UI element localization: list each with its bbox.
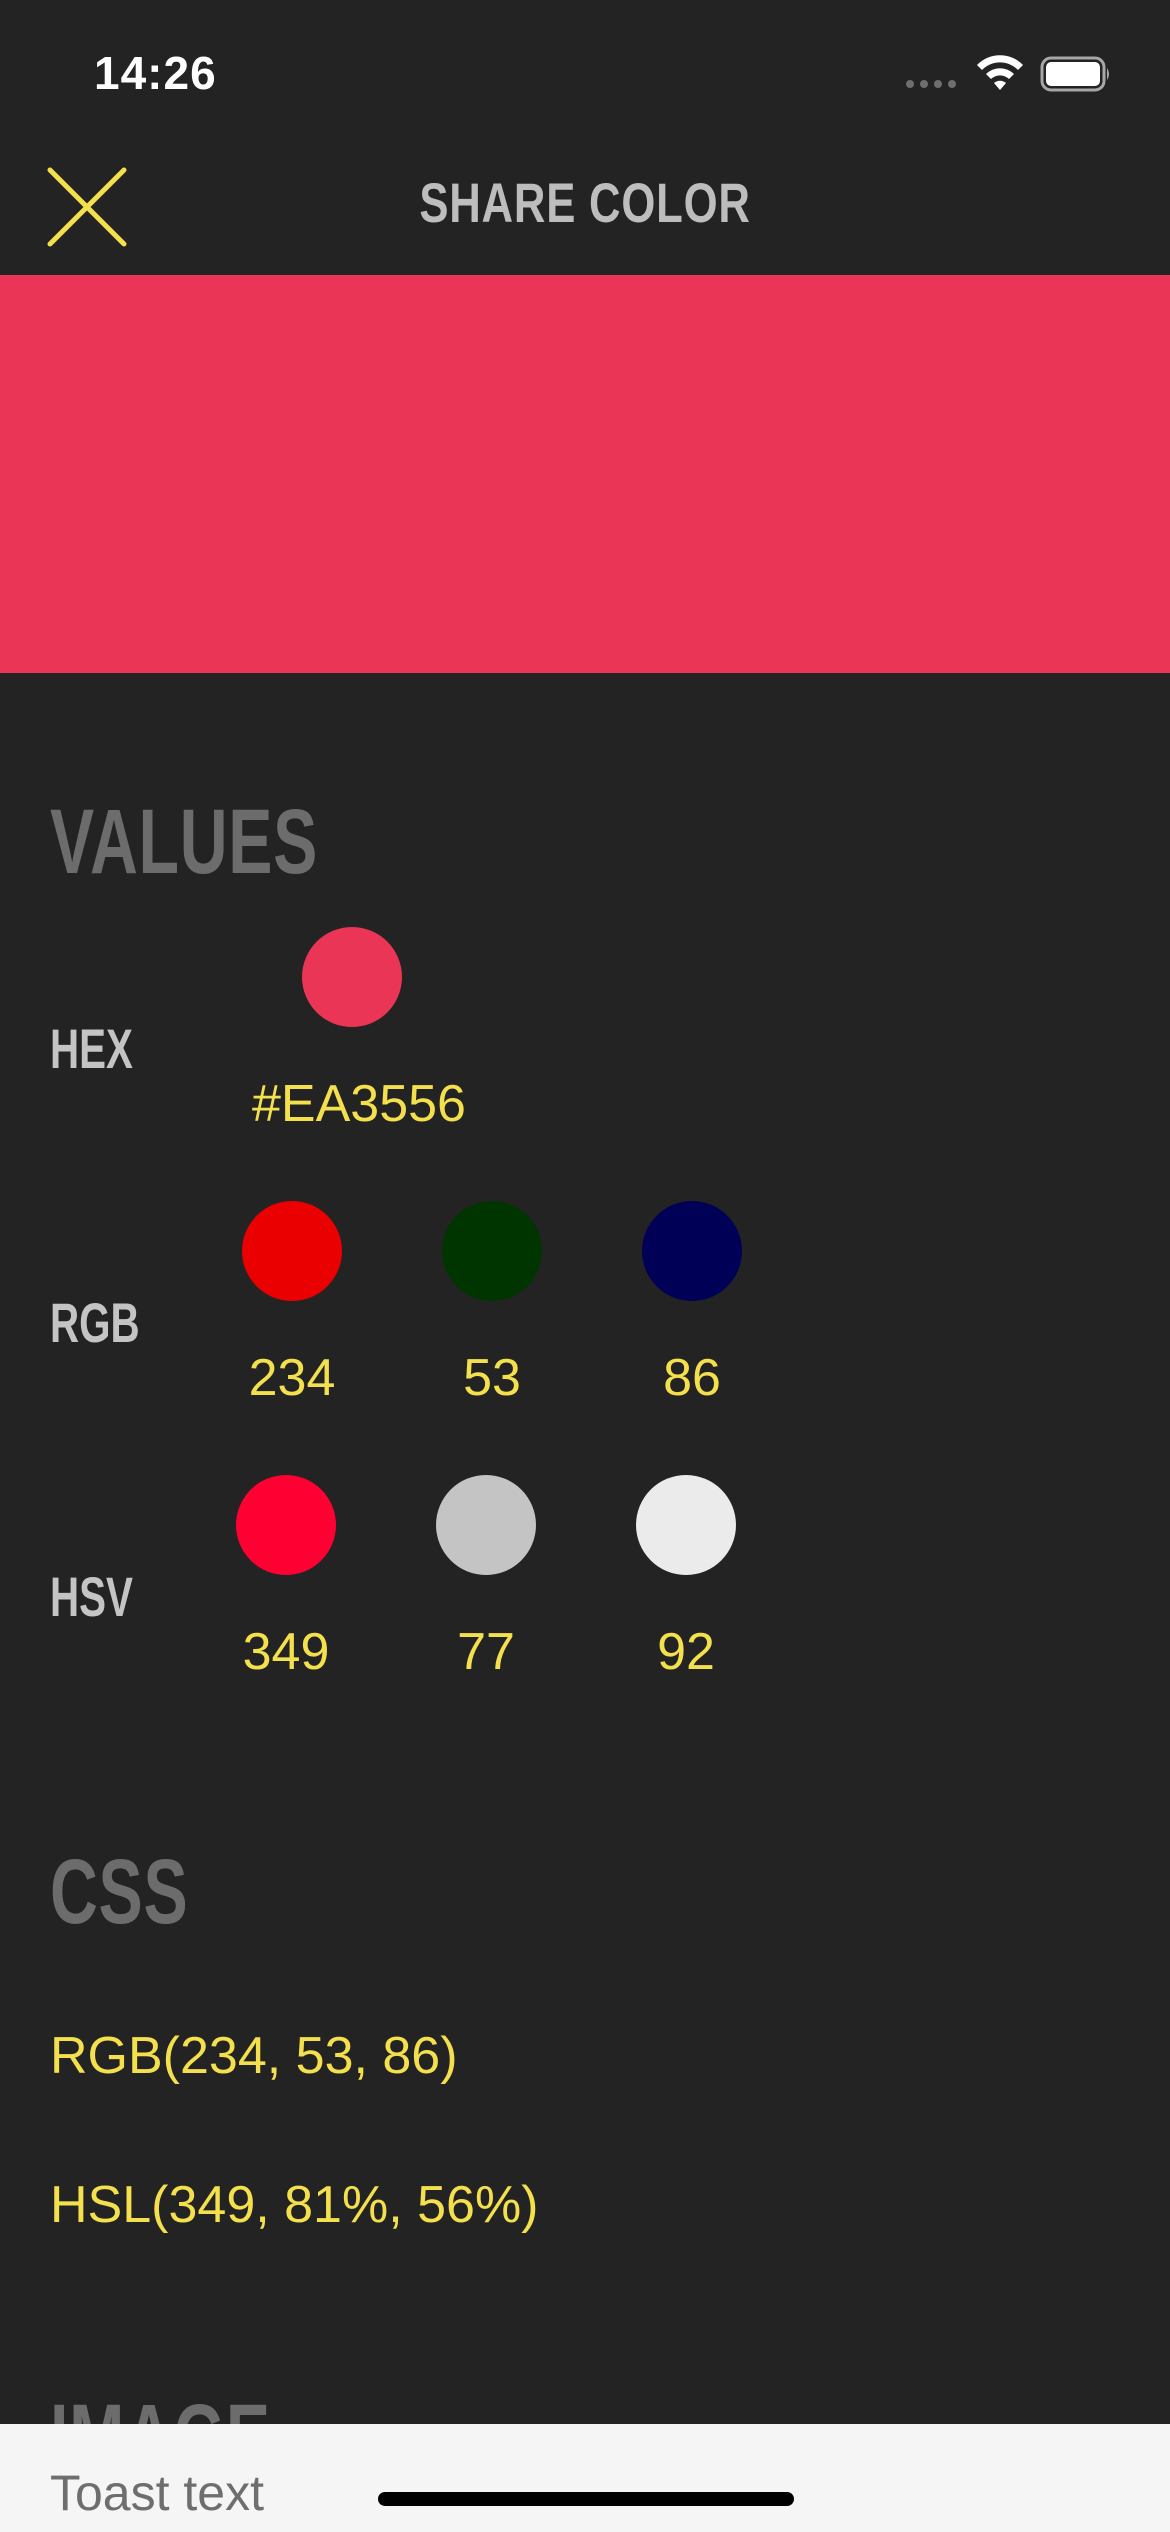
rgb-green-dot[interactable]: [442, 1201, 542, 1301]
signal-dots-icon: [906, 80, 956, 88]
hex-value[interactable]: #EA3556: [252, 1075, 466, 1133]
toast-text: Toast text: [50, 2465, 264, 2521]
hsv-value-value[interactable]: 92: [657, 1623, 715, 1681]
hsv-hue-value[interactable]: 349: [242, 1623, 330, 1681]
css-section-title: CSS: [50, 1841, 189, 1943]
hsv-hue-dot[interactable]: [236, 1475, 336, 1575]
rgb-blue-dot[interactable]: [642, 1201, 742, 1301]
page-title: SHARE COLOR: [419, 171, 751, 234]
hsv-saturation-value[interactable]: 77: [457, 1623, 515, 1681]
hex-color-dot[interactable]: [302, 927, 402, 1027]
close-icon[interactable]: [44, 164, 130, 250]
color-swatch: [0, 275, 1170, 673]
rgb-label: RGB: [50, 1291, 140, 1354]
rgb-red-value[interactable]: 234: [248, 1349, 336, 1407]
rgb-red-dot[interactable]: [242, 1201, 342, 1301]
status-bar: 14:26: [0, 0, 1170, 150]
toast: Toast text: [0, 2424, 1170, 2532]
hsv-value-dot[interactable]: [636, 1475, 736, 1575]
values-section-title: VALUES: [50, 791, 319, 893]
hsv-label: HSV: [50, 1565, 133, 1628]
css-hsl-value[interactable]: HSL(349, 81%, 56%): [50, 2176, 539, 2234]
hsv-saturation-dot[interactable]: [436, 1475, 536, 1575]
css-rgb-value[interactable]: RGB(234, 53, 86): [50, 2027, 458, 2085]
rgb-blue-value[interactable]: 86: [663, 1349, 721, 1407]
rgb-green-value[interactable]: 53: [463, 1349, 521, 1407]
hex-label: HEX: [50, 1017, 133, 1080]
home-indicator: [378, 2492, 794, 2506]
wifi-icon: [977, 55, 1023, 90]
battery-icon: [1040, 56, 1109, 92]
status-time: 14:26: [94, 47, 217, 99]
nav-bar: SHARE COLOR: [0, 150, 1170, 275]
